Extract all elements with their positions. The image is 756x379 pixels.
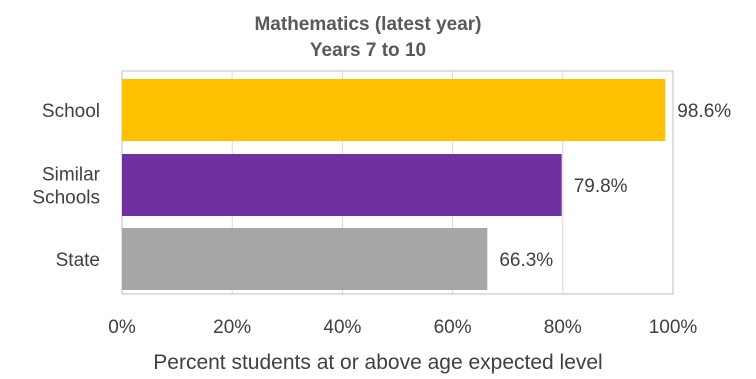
bars	[122, 79, 666, 290]
x-tick-label: 40%	[323, 317, 361, 338]
category-label-line: School	[42, 101, 100, 122]
bar-value-label: 79.8%	[574, 176, 628, 197]
category-labels: School Similar Schools State	[32, 101, 100, 271]
category-label: School	[42, 101, 100, 122]
x-tick-label: 100%	[649, 317, 698, 338]
x-axis-title: Percent students at or above age expecte…	[153, 351, 602, 374]
chart-title-line-1: Mathematics (latest year)	[254, 14, 481, 35]
chart-title-line-2: Years 7 to 10	[310, 40, 426, 61]
bar	[122, 228, 488, 290]
bar	[122, 154, 562, 216]
x-tick-label: 60%	[434, 317, 472, 338]
x-tick-label: 80%	[544, 317, 582, 338]
category-label: Similar Schools	[32, 165, 100, 209]
data-labels: 98.6% 79.8% 66.3%	[499, 101, 731, 271]
bar	[122, 79, 666, 141]
bar-value-label: 98.6%	[677, 101, 731, 122]
bar-value-label: 66.3%	[499, 250, 553, 271]
category-label-line: Schools	[32, 188, 100, 209]
category-label-line: State	[56, 250, 100, 271]
x-tick-labels: 0% 20% 40% 60% 80% 100%	[108, 317, 697, 338]
x-tick-label: 0%	[108, 317, 136, 338]
category-label: State	[56, 250, 100, 271]
x-tick-label: 20%	[213, 317, 251, 338]
category-label-line: Similar	[42, 165, 101, 186]
